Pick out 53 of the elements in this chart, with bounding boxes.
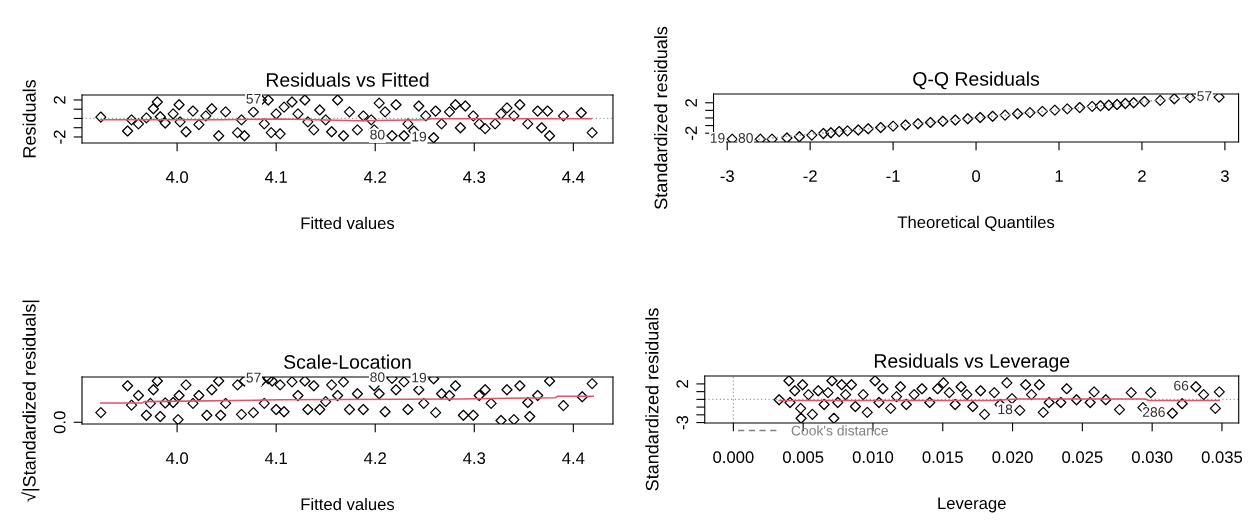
y-axis-title: Standardized residuals <box>654 26 668 209</box>
y-axis-title: √|Standardized residuals| <box>21 300 40 502</box>
x-tick-label: 1 <box>1055 170 1063 182</box>
x-tick-label: 4.4 <box>562 171 585 183</box>
text: 0.0 <box>53 411 66 434</box>
x-tick-label: 4.0 <box>165 171 189 183</box>
legend-label: Cook's distance <box>791 425 888 436</box>
x-axis-title: Fitted values <box>301 216 395 230</box>
y-axis-title: Residuals <box>22 79 36 158</box>
y-axis-title: Standardized residuals <box>645 308 659 491</box>
annotation: 19 <box>710 133 725 143</box>
annotation: 286 <box>1142 407 1165 417</box>
x-tick-label: 4.1 <box>264 452 287 464</box>
x-tick-label: 0.035 <box>1201 451 1243 464</box>
y-tick-label: -3 <box>676 415 689 430</box>
x-tick-label: 4.3 <box>463 171 486 183</box>
annotation: 80 <box>370 372 385 383</box>
y-tick-label: -2 <box>685 126 697 140</box>
chart-title: Scale-Location <box>284 354 411 369</box>
annotation: 18 <box>998 404 1013 415</box>
x-tick-label: -2 <box>803 170 817 182</box>
x-tick-label: 4.2 <box>364 452 386 464</box>
x-axis-title: Fitted values <box>301 497 395 511</box>
x-tick-label: 4.0 <box>165 452 189 465</box>
x-axis-title: Leverage <box>938 497 1006 513</box>
x-tick-label: 3 <box>1220 170 1229 182</box>
x-tick-label: 0.030 <box>1131 451 1173 464</box>
annotation: 19 <box>412 372 427 383</box>
x-tick-label: -1 <box>886 170 900 182</box>
annotation: 57 <box>246 372 261 383</box>
annotation: 19 <box>412 131 427 142</box>
x-tick-label: 4.3 <box>463 452 486 465</box>
x-tick-label: 0.005 <box>782 451 824 464</box>
x-tick-label: 0 <box>972 170 981 182</box>
x-tick-label: 0.000 <box>713 451 754 464</box>
annotation: 66 <box>1174 380 1189 391</box>
x-tick-label: -3 <box>720 170 734 182</box>
x-tick-label: 2 <box>1138 170 1146 182</box>
annotation: 80 <box>370 129 385 140</box>
annotation: 57 <box>1197 91 1212 101</box>
x-tick-label: 0.015 <box>922 451 963 464</box>
chart-title: Residuals vs Fitted <box>266 72 429 87</box>
x-tick-label: 0.020 <box>992 451 1033 464</box>
annotation: 57 <box>246 94 261 104</box>
chart-title: Q-Q Residuals <box>913 71 1040 90</box>
x-tick-label: 4.4 <box>562 452 585 464</box>
x-tick-label: 4.1 <box>264 171 287 183</box>
x-tick-label: 0.025 <box>1062 451 1103 464</box>
x-tick-label: 0.010 <box>852 451 894 464</box>
x-axis-title: Theoretical Quantiles <box>897 215 1055 232</box>
chart-title: Residuals vs Leverage <box>874 353 1070 372</box>
x-tick-label: 4.2 <box>364 171 386 183</box>
annotation: 80 <box>738 133 753 143</box>
